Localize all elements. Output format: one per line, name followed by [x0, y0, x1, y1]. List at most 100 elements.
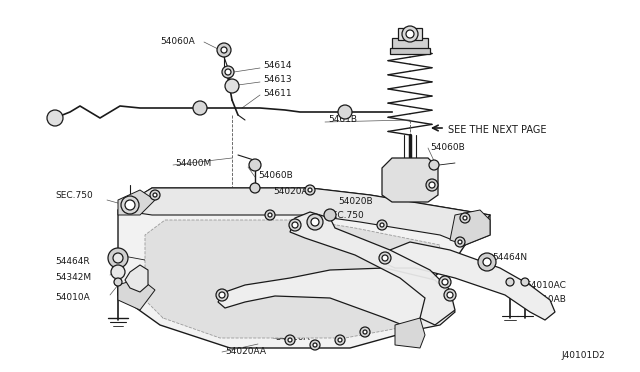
Circle shape: [379, 252, 391, 264]
Polygon shape: [125, 265, 148, 292]
Circle shape: [455, 237, 465, 247]
Polygon shape: [118, 188, 490, 245]
Circle shape: [308, 188, 312, 192]
Circle shape: [447, 292, 453, 298]
Circle shape: [268, 213, 272, 217]
Circle shape: [429, 160, 439, 170]
Circle shape: [458, 240, 462, 244]
Circle shape: [216, 289, 228, 301]
Circle shape: [338, 105, 352, 119]
Text: 54614: 54614: [263, 61, 291, 71]
Circle shape: [506, 278, 514, 286]
Circle shape: [324, 209, 336, 221]
Circle shape: [217, 43, 231, 57]
Circle shape: [311, 218, 319, 226]
Circle shape: [225, 69, 231, 75]
Text: 54611: 54611: [263, 90, 292, 99]
Polygon shape: [382, 242, 555, 320]
Polygon shape: [118, 278, 155, 310]
Polygon shape: [450, 210, 490, 245]
Text: 54500 (RH): 54500 (RH): [370, 305, 422, 314]
Circle shape: [360, 327, 370, 337]
Circle shape: [289, 219, 301, 231]
Polygon shape: [290, 212, 455, 325]
Text: SEC.750: SEC.750: [55, 190, 93, 199]
Circle shape: [125, 200, 135, 210]
Text: 54464N: 54464N: [492, 253, 527, 263]
Circle shape: [439, 276, 451, 288]
Circle shape: [335, 335, 345, 345]
Circle shape: [478, 253, 496, 271]
Circle shape: [193, 101, 207, 115]
Circle shape: [121, 196, 139, 214]
Circle shape: [219, 292, 225, 298]
Circle shape: [225, 79, 239, 93]
Circle shape: [153, 193, 157, 197]
Circle shape: [113, 253, 123, 263]
Polygon shape: [395, 318, 425, 348]
Circle shape: [221, 47, 227, 53]
Circle shape: [429, 182, 435, 188]
Circle shape: [114, 278, 122, 286]
Circle shape: [307, 214, 323, 230]
Text: 54020B: 54020B: [338, 198, 372, 206]
Text: 54501 (LH): 54501 (LH): [370, 318, 420, 327]
Circle shape: [285, 335, 295, 345]
Text: SEE THE NEXT PAGE: SEE THE NEXT PAGE: [448, 125, 547, 135]
Text: 54342M: 54342M: [55, 273, 91, 282]
Text: 54010AB: 54010AB: [525, 295, 566, 305]
Circle shape: [444, 289, 456, 301]
Text: 344C4N: 344C4N: [393, 183, 429, 192]
Text: 54020A: 54020A: [275, 334, 310, 343]
Text: 54010A: 54010A: [55, 294, 90, 302]
Polygon shape: [145, 220, 440, 338]
Circle shape: [313, 343, 317, 347]
Text: SEC.750: SEC.750: [326, 211, 364, 219]
Circle shape: [249, 159, 261, 171]
Text: 54060B: 54060B: [258, 170, 292, 180]
Text: 54613: 54613: [263, 76, 292, 84]
Circle shape: [150, 190, 160, 200]
Circle shape: [310, 340, 320, 350]
Circle shape: [382, 255, 388, 261]
Polygon shape: [155, 232, 415, 332]
Circle shape: [363, 330, 367, 334]
Text: 54464R: 54464R: [55, 257, 90, 266]
Text: 54400M: 54400M: [175, 158, 211, 167]
Bar: [398, 28, 422, 40]
Polygon shape: [382, 158, 438, 202]
Text: J40101D2: J40101D2: [561, 352, 605, 360]
Circle shape: [288, 338, 292, 342]
Circle shape: [380, 223, 384, 227]
Circle shape: [402, 26, 418, 42]
Text: 5461B: 5461B: [328, 115, 357, 125]
Circle shape: [292, 222, 298, 228]
Text: 54010AC: 54010AC: [525, 280, 566, 289]
Circle shape: [442, 279, 448, 285]
Circle shape: [426, 179, 438, 191]
Text: 54060B: 54060B: [430, 144, 465, 153]
Circle shape: [108, 248, 128, 268]
Circle shape: [250, 183, 260, 193]
Text: 54020AA: 54020AA: [225, 347, 266, 356]
Circle shape: [265, 210, 275, 220]
Circle shape: [463, 216, 467, 220]
Circle shape: [305, 185, 315, 195]
Bar: [390, 48, 430, 54]
Circle shape: [460, 213, 470, 223]
Circle shape: [521, 278, 529, 286]
Circle shape: [483, 258, 491, 266]
Polygon shape: [218, 268, 455, 330]
Text: 54030AA: 54030AA: [385, 288, 426, 296]
Circle shape: [111, 265, 125, 279]
Circle shape: [406, 30, 414, 38]
Circle shape: [222, 66, 234, 78]
Circle shape: [47, 110, 63, 126]
Text: 54020A: 54020A: [273, 187, 308, 196]
Polygon shape: [118, 190, 155, 215]
Polygon shape: [118, 188, 490, 348]
Text: 54060A: 54060A: [160, 38, 195, 46]
Bar: [392, 38, 428, 50]
Circle shape: [377, 220, 387, 230]
Circle shape: [338, 338, 342, 342]
